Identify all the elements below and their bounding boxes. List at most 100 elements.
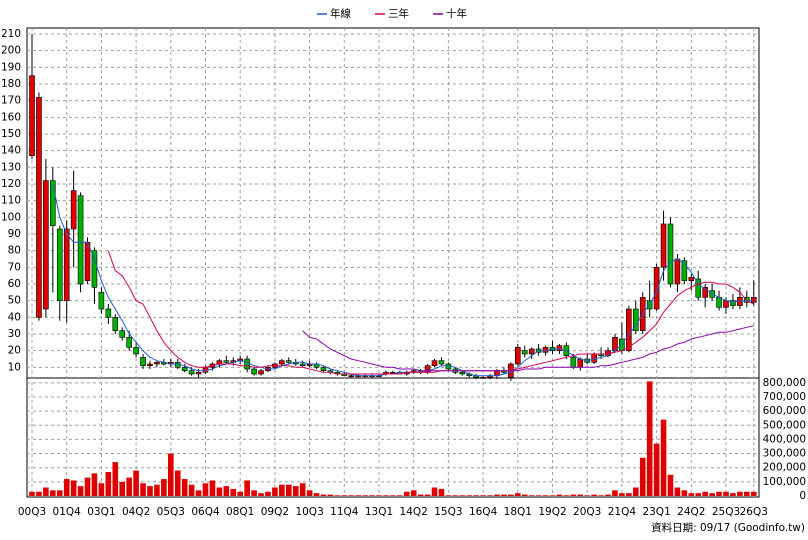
candle-body [77, 195, 84, 285]
volume-bar [612, 490, 618, 496]
volume-bar [105, 471, 112, 496]
candle-body [730, 300, 736, 306]
volume-bar [403, 491, 410, 496]
candle-body [112, 317, 119, 331]
y2-tick-label: 200,000 [763, 462, 806, 474]
volume-bar [605, 494, 611, 496]
candle-body [695, 278, 702, 298]
x-tick-label: 09Q2 [261, 506, 289, 518]
x-tick-label: 21Q4 [608, 506, 637, 518]
volume-bar [98, 483, 105, 496]
candle-body [674, 258, 681, 285]
volume-bar [584, 495, 590, 496]
x-tick-label: 19Q2 [538, 506, 566, 518]
volume-bar [119, 481, 126, 496]
ma-line [302, 325, 754, 372]
volume-bar [376, 495, 382, 496]
volume-bar [466, 495, 473, 496]
volume-bar [424, 494, 431, 496]
x-tick-label: 16Q4 [469, 506, 498, 518]
volume-bar [653, 443, 660, 496]
candle-body [119, 330, 126, 338]
candle-body [140, 357, 146, 366]
candle-body [84, 242, 91, 281]
candle-body [36, 97, 42, 318]
volume-bar [438, 488, 445, 496]
x-tick-label: 08Q1 [226, 506, 254, 518]
volume-bar [639, 457, 646, 496]
candle-body [514, 347, 521, 365]
volume-bar [702, 491, 708, 496]
candle-body [147, 363, 153, 366]
y2-tick-label: 500,000 [763, 419, 806, 431]
y-tick-label: 10 [8, 361, 21, 373]
candle-body [63, 228, 70, 301]
volume-bar [202, 483, 209, 496]
volume-bar [91, 473, 98, 496]
volume-bar [154, 484, 160, 496]
volume-bar [515, 493, 521, 496]
candle-body [521, 350, 528, 355]
volume-bar [70, 480, 77, 496]
x-tick-label: 24Q2 [677, 506, 705, 518]
candle-body [105, 308, 112, 318]
volume-bar [737, 491, 743, 496]
volume-bar [320, 494, 327, 496]
volume-bar [216, 487, 223, 496]
volume-bar [619, 493, 625, 496]
volume-bar [716, 491, 722, 496]
candle-body [181, 367, 188, 371]
candle-body [50, 180, 56, 226]
y-tick-label: 90 [8, 228, 21, 240]
volume-bar [626, 493, 632, 496]
y-tick-label: 30 [8, 328, 21, 340]
candle-body [626, 308, 632, 351]
candle-body [43, 180, 49, 310]
volume-bar [56, 490, 63, 496]
candle-body [70, 190, 77, 230]
y-tick-label: 120 [1, 178, 21, 190]
y-tick-label: 130 [1, 161, 21, 173]
y2-tick-label: 700,000 [763, 391, 806, 403]
candle-body [223, 360, 230, 363]
volume-bar [383, 495, 389, 496]
candle-body [195, 372, 202, 375]
volume-bar [313, 493, 320, 496]
candle-body [133, 347, 139, 355]
candle-body [29, 75, 35, 156]
x-tick-label: 20Q3 [573, 506, 601, 518]
price-panel [26, 27, 760, 379]
volume-bar [473, 495, 479, 496]
x-tick-label: 25Q3 [712, 506, 740, 518]
x-tick-label: 10Q3 [295, 506, 323, 518]
volume-bar [84, 477, 91, 496]
x-tick-label: 13Q1 [365, 506, 393, 518]
x-tick-label: 03Q1 [87, 506, 115, 518]
volume-bar [695, 493, 702, 496]
volume-bar [563, 495, 570, 496]
volume-bar [272, 487, 278, 496]
volume-bar [521, 494, 528, 496]
volume-bar [299, 483, 306, 496]
volume-bar [674, 487, 681, 496]
volume-bar [168, 453, 174, 496]
grid [27, 28, 759, 497]
volume-bar [452, 495, 459, 496]
candle-body [480, 377, 486, 379]
volume-bar [133, 470, 139, 496]
candle-body [56, 228, 63, 301]
volume-bar [535, 495, 542, 496]
y-tick-label: 20 [8, 345, 21, 357]
candle-body [279, 360, 285, 365]
volume-bar [327, 494, 334, 496]
volume-bar [306, 490, 313, 496]
candle-body [750, 297, 757, 303]
volume-bar [681, 490, 688, 496]
volume-bar [195, 490, 202, 496]
y2-tick-label: 100,000 [763, 476, 806, 488]
candle-body [126, 337, 132, 348]
volume-bar [334, 495, 341, 496]
volume-bar [355, 495, 361, 496]
candle-body [91, 250, 98, 288]
